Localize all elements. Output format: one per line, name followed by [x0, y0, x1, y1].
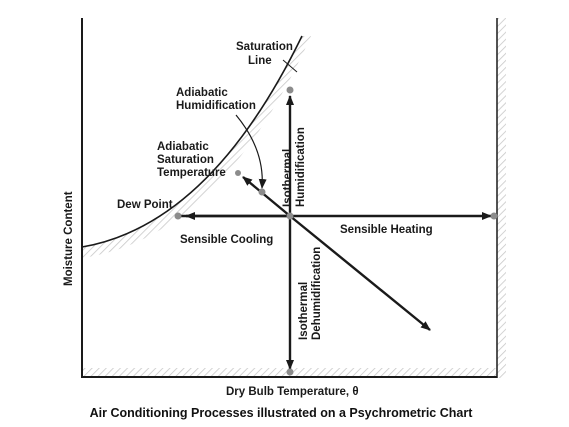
saturation-line-label-1: Saturation — [236, 41, 293, 53]
dew-point-label: Dew Point — [117, 199, 173, 211]
initial-state-marker — [286, 212, 294, 220]
adiabatic-saturation-label-2: Saturation — [157, 154, 214, 166]
isothermal-humidification-label-2: Humidification — [295, 127, 307, 207]
saturation-curve — [81, 35, 303, 248]
y-axis-title: Moisture Content — [63, 191, 75, 286]
adiabatic-humidification-label-1: Adiabatic — [176, 87, 228, 99]
adiabatic-humidification-end-marker — [258, 188, 266, 196]
adiabatic-saturation-label-3: Temperature — [157, 167, 226, 179]
isothermal-humidification-end-marker — [286, 86, 294, 94]
x-axis-title: Dry Bulb Temperature, θ — [226, 386, 359, 398]
sensible-heating-label: Sensible Heating — [340, 224, 433, 236]
saturation-line-pointer — [282, 59, 298, 73]
isothermal-dehumidification-label-1: Isothermal — [298, 282, 310, 340]
isothermal-dehumidification-end-marker — [286, 368, 294, 376]
sensible-cooling-label: Sensible Cooling — [180, 234, 273, 246]
figure-caption: Air Conditioning Processes illustrated o… — [90, 406, 474, 420]
isothermal-humidification-label-1: Isothermal — [282, 149, 294, 207]
adiabatic-humidification-label-2: Humidification — [176, 100, 256, 112]
isothermal-dehumidification-label-2: Dehumidification — [311, 247, 323, 340]
adiabatic-humidification-arrow — [235, 114, 267, 189]
sensible-heating-end-marker — [490, 212, 498, 220]
right-boundary-hatch — [497, 18, 506, 378]
adiabatic-saturation-label-1: Adiabatic — [157, 141, 209, 153]
dew-point-marker — [174, 212, 182, 220]
saturation-line-label-2: Line — [248, 55, 272, 67]
adiabatic-saturation-arrow — [242, 176, 291, 217]
adiabatic-saturation-marker — [235, 170, 241, 176]
cooling-dehumidification-arrow — [289, 215, 431, 331]
